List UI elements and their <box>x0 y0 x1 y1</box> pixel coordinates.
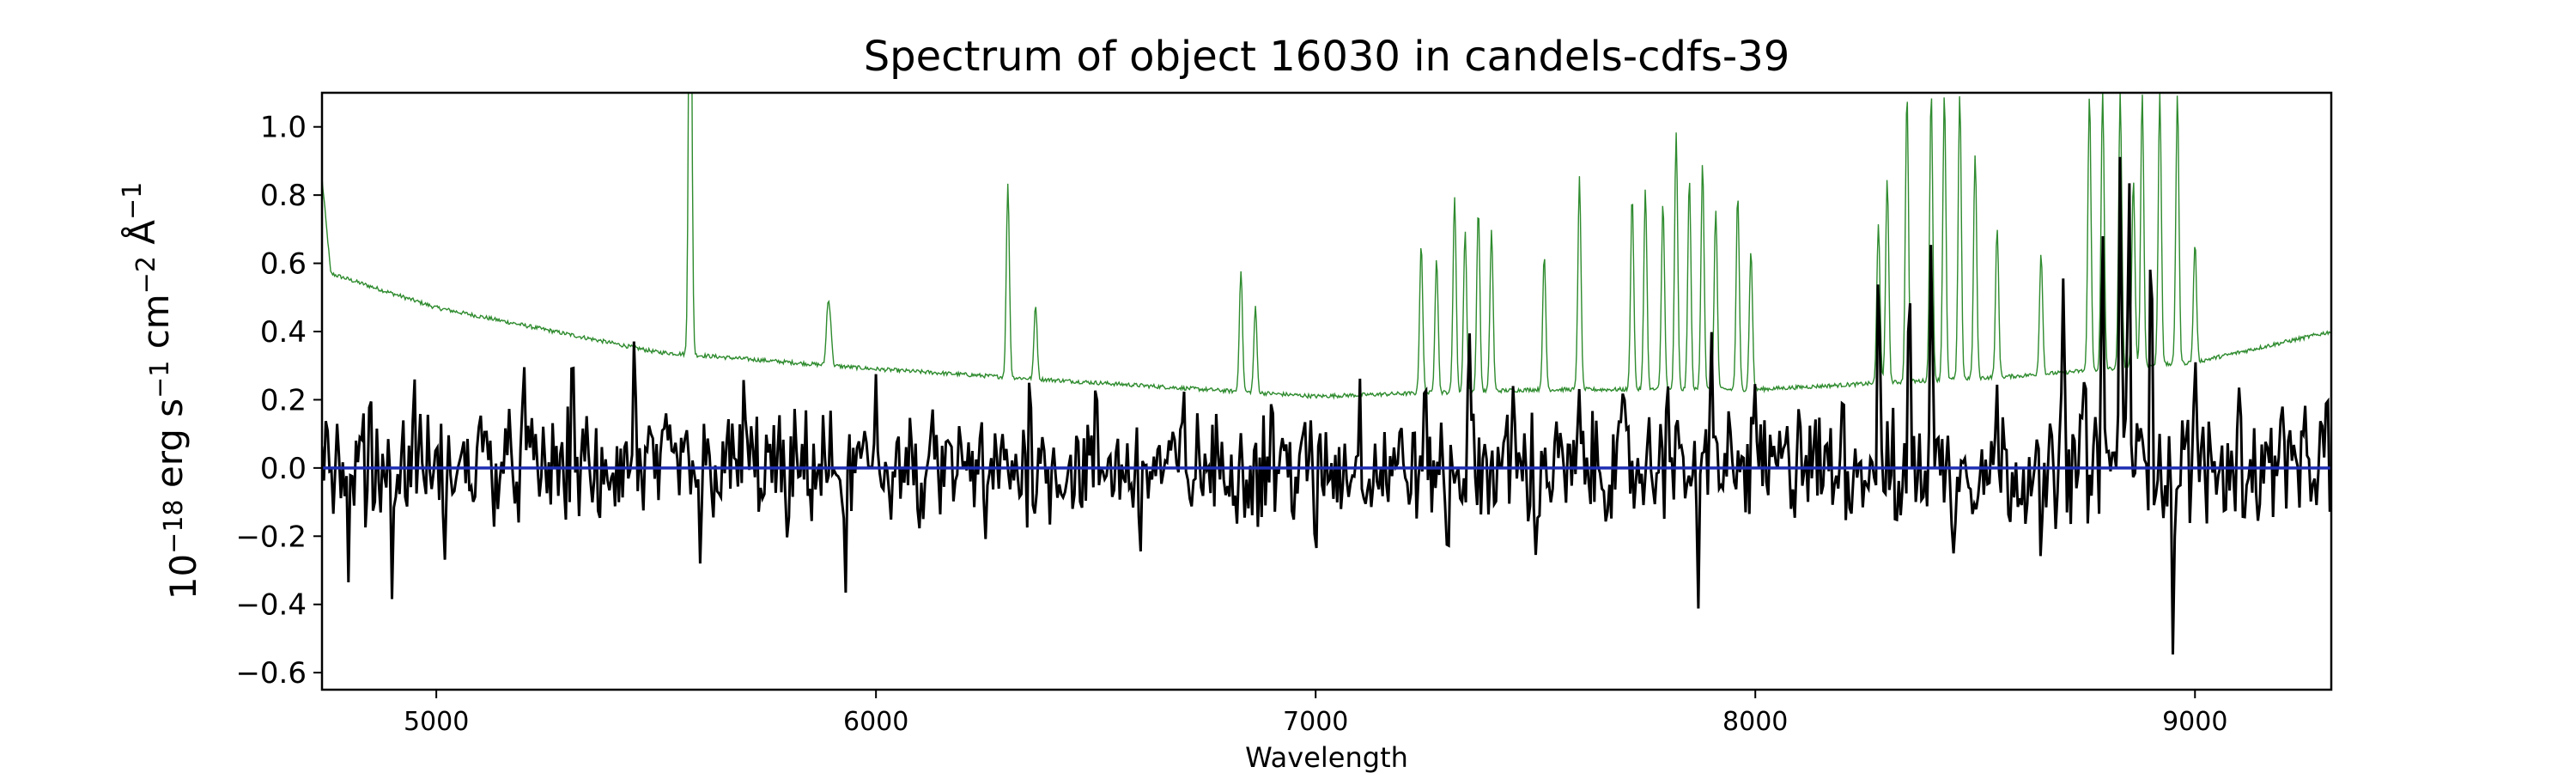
y-tick-label: 0.6 <box>260 247 307 282</box>
y-tick-label: 0.4 <box>260 315 307 350</box>
chart-title: Spectrum of object 16030 in candels-cdfs… <box>864 33 1790 81</box>
plot-area <box>320 91 2333 691</box>
y-tick-label: 0.0 <box>260 452 307 486</box>
x-tick-label: 9000 <box>2162 707 2227 737</box>
y-tick-label: −0.2 <box>235 520 307 554</box>
x-axis: 5000 6000 7000 8000 9000 <box>404 690 2227 737</box>
y-tick-label: −0.6 <box>235 656 307 691</box>
x-tick-label: 5000 <box>404 707 469 737</box>
y-axis: −0.6 −0.4 −0.2 0.0 0.2 0.4 0.6 0.8 1.0 <box>235 111 322 691</box>
x-tick-label: 6000 <box>843 707 908 737</box>
x-tick-label: 7000 <box>1283 707 1348 737</box>
y-tick-label: 1.0 <box>260 111 307 145</box>
series-line-object <box>322 156 2331 655</box>
y-tick-label: 0.2 <box>260 383 307 417</box>
plot-frame <box>320 91 2333 691</box>
x-tick-label: 8000 <box>1722 707 1788 737</box>
y-axis-label: 10−18 erg s−1 cm−2 Å−1 <box>118 182 204 600</box>
y-tick-label: −0.4 <box>235 588 307 623</box>
series-line-sky <box>322 93 2331 400</box>
x-axis-label: Wavelength <box>1245 741 1408 773</box>
y-tick-label: 0.8 <box>260 179 307 213</box>
